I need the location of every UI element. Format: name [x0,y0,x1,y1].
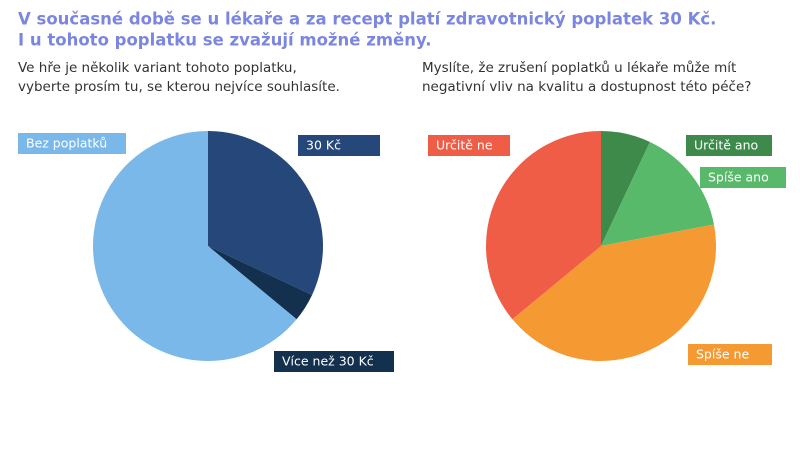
legend-label: Určitě ano [694,138,758,153]
chart-question: Myslíte, že zrušení poplatků u lékaře mů… [422,60,736,76]
pie-slice [601,131,650,246]
pie-slice [208,131,323,295]
pie-slice [485,131,601,320]
pie-slice [208,246,313,320]
pie-slice [92,131,297,361]
page-title: V současné době se u lékaře a za recept … [18,10,716,29]
legend-label: 30 Kč [306,138,341,153]
legend-box [688,344,772,365]
legend-label: Spíše ano [708,170,769,185]
legend-label: Více než 30 Kč [282,354,374,369]
legend-box [686,135,772,156]
pie-slice [512,224,716,361]
chart-question: negativní vliv na kvalitu a dostupnost t… [422,79,751,95]
pie-slice [601,141,714,246]
chart-question: Ve hře je několik variant tohoto poplatk… [18,60,297,76]
legend-box [18,133,126,154]
legend-box [428,135,510,156]
legend-box [298,135,380,156]
legend-label: Bez poplatků [26,136,107,151]
legend-box [700,167,786,188]
legend-label: Určitě ne [436,138,493,153]
legend-box [274,351,394,372]
page-title: I u tohoto poplatku se zvažují možné změ… [18,31,431,50]
chart-question: vyberte prosím tu, se kterou nejvíce sou… [18,79,340,95]
legend-label: Spíše ne [696,347,749,362]
